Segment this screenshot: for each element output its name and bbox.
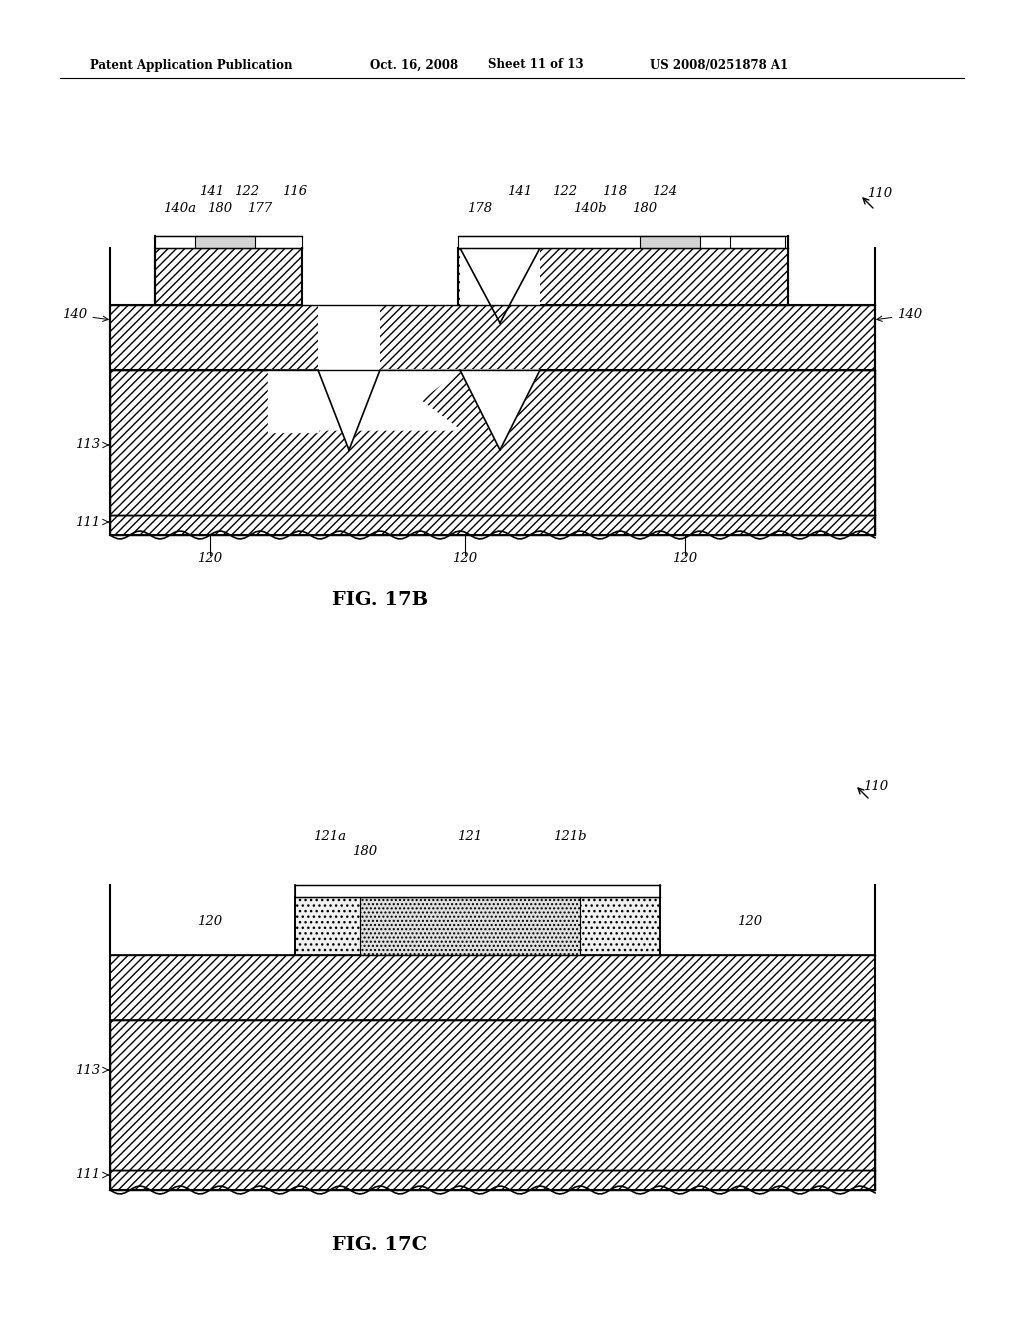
Bar <box>110 370 874 515</box>
Bar <box>110 515 874 535</box>
Text: 140b: 140b <box>573 202 607 215</box>
Text: 120: 120 <box>453 552 477 565</box>
Text: US 2008/0251878 A1: US 2008/0251878 A1 <box>650 58 788 71</box>
Text: 141: 141 <box>200 185 224 198</box>
Bar <box>295 884 660 898</box>
Text: 122: 122 <box>234 185 259 198</box>
Bar <box>302 248 458 305</box>
Bar <box>195 236 255 248</box>
Text: 180: 180 <box>352 845 378 858</box>
Text: 180: 180 <box>208 202 232 215</box>
Bar <box>155 236 302 248</box>
Bar <box>360 898 580 954</box>
Text: 120: 120 <box>198 552 222 565</box>
Bar <box>458 248 788 305</box>
Text: 121: 121 <box>458 830 482 843</box>
Text: 121a: 121a <box>313 830 346 843</box>
Text: 177: 177 <box>248 202 272 215</box>
Text: 120: 120 <box>673 552 697 565</box>
Polygon shape <box>268 370 318 432</box>
Text: 113: 113 <box>75 438 100 451</box>
Bar <box>110 1170 874 1191</box>
Bar <box>110 954 874 1020</box>
Text: 141: 141 <box>508 185 532 198</box>
Text: 140: 140 <box>62 309 109 322</box>
Text: 111: 111 <box>75 516 100 528</box>
Bar <box>730 236 785 248</box>
Polygon shape <box>268 370 318 430</box>
Bar <box>458 236 788 248</box>
Bar <box>460 248 540 305</box>
Text: FIG. 17C: FIG. 17C <box>333 1236 428 1254</box>
Text: 118: 118 <box>602 185 628 198</box>
Polygon shape <box>318 370 380 450</box>
Text: 140: 140 <box>877 309 923 322</box>
Text: 116: 116 <box>283 185 307 198</box>
Bar <box>110 305 874 370</box>
Polygon shape <box>280 370 460 430</box>
Text: 120: 120 <box>737 915 763 928</box>
Text: 180: 180 <box>633 202 657 215</box>
Text: 120: 120 <box>198 915 222 928</box>
Text: 110: 110 <box>867 187 893 201</box>
Polygon shape <box>378 370 460 432</box>
Text: 140a: 140a <box>164 202 197 215</box>
Text: FIG. 17B: FIG. 17B <box>332 591 428 609</box>
Polygon shape <box>460 370 540 450</box>
Bar <box>155 248 302 305</box>
Text: 111: 111 <box>75 1168 100 1181</box>
Text: 178: 178 <box>467 202 493 215</box>
Bar <box>640 236 700 248</box>
Text: Patent Application Publication: Patent Application Publication <box>90 58 293 71</box>
Text: Sheet 11 of 13: Sheet 11 of 13 <box>488 58 584 71</box>
Text: 110: 110 <box>863 780 889 793</box>
Bar <box>318 305 380 370</box>
Text: 121b: 121b <box>553 830 587 843</box>
Bar <box>295 898 660 954</box>
Text: 113: 113 <box>75 1064 100 1077</box>
Bar <box>110 1020 874 1170</box>
Text: 124: 124 <box>652 185 678 198</box>
Text: 122: 122 <box>552 185 578 198</box>
Text: Oct. 16, 2008: Oct. 16, 2008 <box>370 58 458 71</box>
Polygon shape <box>460 248 540 298</box>
